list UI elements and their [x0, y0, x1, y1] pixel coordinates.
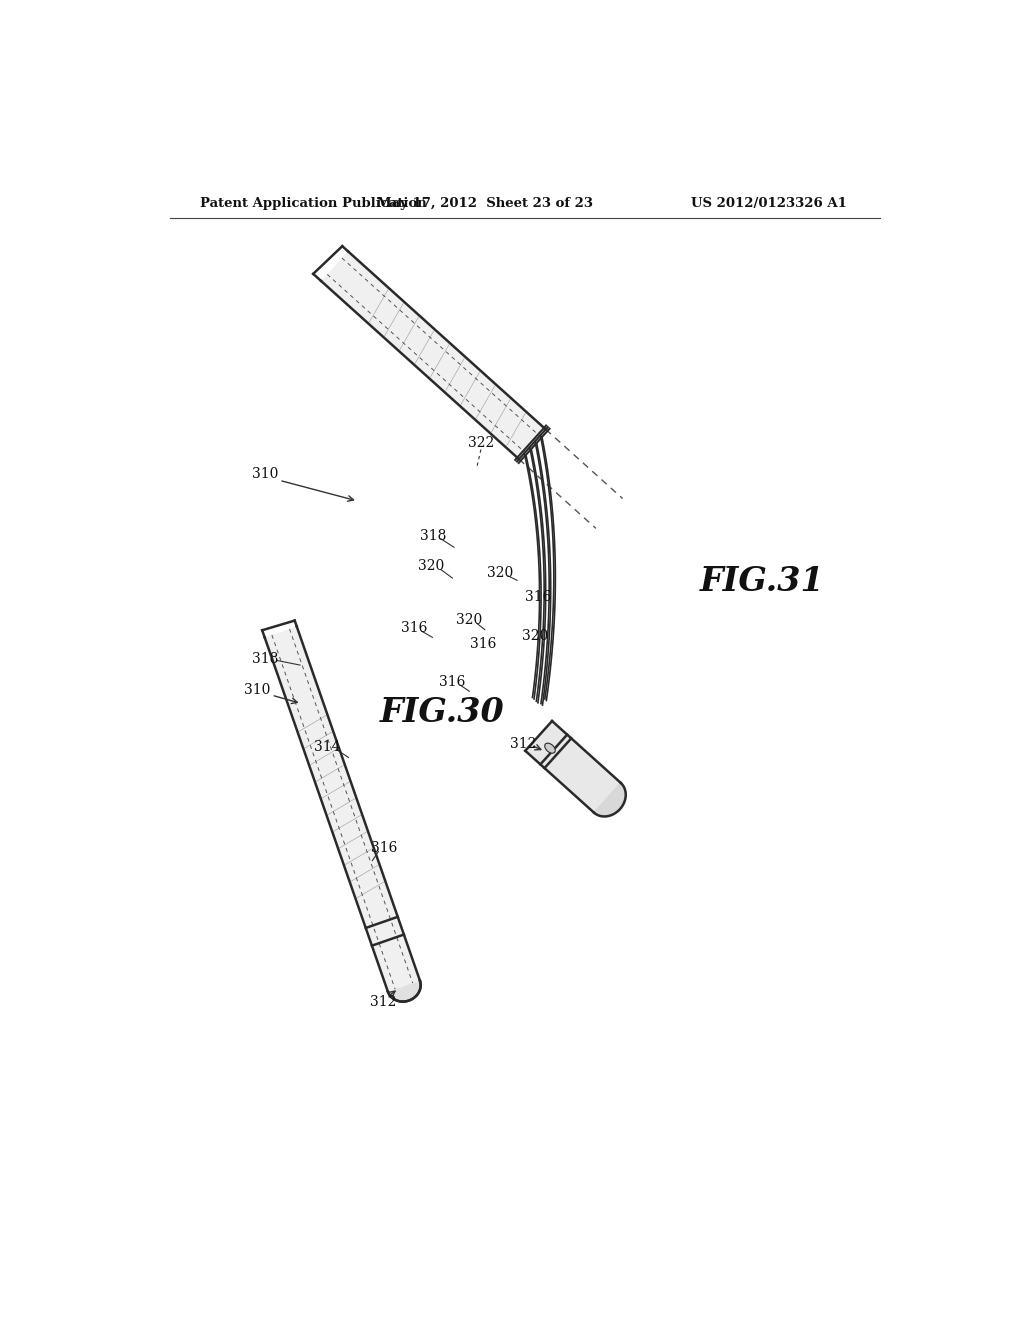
Text: 316: 316 [372, 841, 398, 854]
Text: 316: 316 [439, 675, 466, 689]
Text: FIG.31: FIG.31 [699, 565, 824, 598]
Text: 312: 312 [370, 994, 396, 1008]
Text: 310: 310 [245, 682, 270, 697]
Text: 320: 320 [487, 566, 513, 579]
Text: 320: 320 [457, 614, 482, 627]
Text: 310: 310 [252, 467, 279, 480]
Polygon shape [265, 627, 420, 991]
Text: 322: 322 [468, 437, 494, 450]
Text: 320: 320 [521, 628, 548, 643]
Text: FIG.30: FIG.30 [380, 697, 505, 729]
Text: 316: 316 [400, 622, 427, 635]
Text: 318: 318 [252, 652, 279, 665]
Text: 312: 312 [510, 737, 537, 751]
Text: 320: 320 [418, 560, 444, 573]
Ellipse shape [545, 743, 555, 754]
Polygon shape [388, 981, 421, 1002]
Polygon shape [525, 721, 621, 813]
Text: 318: 318 [420, 529, 446, 543]
Text: 314: 314 [313, 741, 340, 755]
Text: 316: 316 [470, 636, 497, 651]
Polygon shape [322, 251, 546, 459]
Text: May 17, 2012  Sheet 23 of 23: May 17, 2012 Sheet 23 of 23 [377, 197, 593, 210]
Text: 316: 316 [525, 590, 552, 605]
Text: US 2012/0123326 A1: US 2012/0123326 A1 [691, 197, 847, 210]
Text: Patent Application Publication: Patent Application Publication [200, 197, 427, 210]
Polygon shape [594, 783, 626, 817]
